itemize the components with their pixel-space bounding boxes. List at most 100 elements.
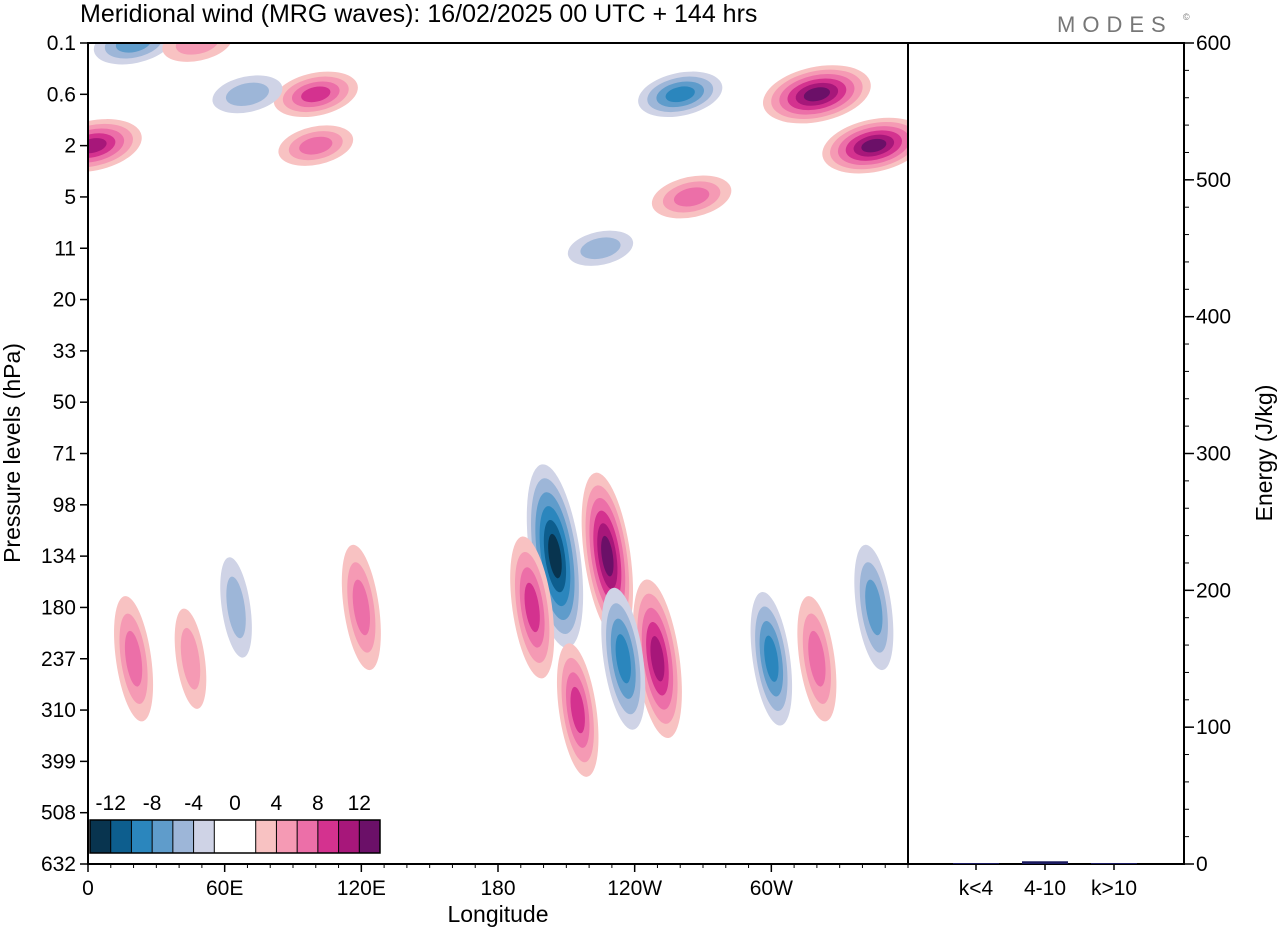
colorbar-label: 8 — [312, 792, 324, 815]
wind-anomaly — [88, 119, 142, 173]
y-tick-label: 98 — [53, 494, 76, 517]
colorbar-swatch — [297, 820, 319, 853]
x-tick-label: 0 — [82, 877, 94, 900]
y-tick-label: 632 — [41, 853, 76, 876]
contour-band — [299, 136, 333, 155]
colorbar-swatch — [110, 820, 132, 853]
y-tick-label: 5 — [64, 186, 76, 209]
y-tick-label: 50 — [53, 391, 76, 414]
energy-tick-label: 300 — [1196, 443, 1231, 466]
contour-band — [673, 187, 710, 207]
y-tick-label: 180 — [41, 596, 76, 619]
wind-anomaly — [854, 544, 894, 671]
chart-title: Meridional wind (MRG waves): 16/02/2025 … — [80, 0, 757, 28]
y-tick-label: 0.1 — [47, 32, 76, 55]
contour-band — [570, 686, 585, 734]
wind-anomaly — [278, 125, 354, 166]
contour-band — [548, 533, 562, 579]
wind-anomaly — [273, 71, 358, 118]
y-axis: 0.1 0.6 2 5 11 20 33 50 71 98 134 180 237 310 399 508 63… — [41, 32, 88, 876]
y-tick-label: 399 — [41, 750, 76, 773]
y-tick-label: 310 — [41, 699, 76, 722]
x-tick-label: 60E — [206, 877, 243, 900]
energy-tick-label: 600 — [1196, 32, 1231, 55]
wind-anomaly — [638, 71, 723, 118]
colorbar-swatch — [90, 820, 112, 853]
colorbar-label: -12 — [96, 792, 126, 815]
energy-bar — [1022, 861, 1068, 864]
contour-band — [180, 627, 201, 690]
colorbar-swatch — [359, 820, 381, 853]
wind-anomaly — [651, 175, 732, 219]
y-tick-label: 11 — [54, 237, 76, 260]
colorbar-swatch — [131, 820, 153, 853]
energy-bars: k<4 4-10 k>10 — [953, 861, 1137, 900]
contour-band — [580, 237, 621, 260]
x-axis: 0 60E 120E 180 120W 60W — [82, 864, 909, 900]
x-tick-label: 60W — [750, 877, 793, 900]
logo-mark: © — [1183, 12, 1190, 22]
contour-band — [861, 138, 887, 153]
y-tick-label: 33 — [53, 340, 76, 363]
wind-anomaly — [601, 587, 646, 730]
colorbar-frame — [89, 819, 381, 854]
wind-anomaly — [220, 557, 252, 658]
wind-anomaly — [212, 75, 283, 114]
x-axis-label: Longitude — [447, 901, 548, 927]
colorbar-swatch — [214, 820, 236, 853]
energy-tick-label: 0 — [1196, 853, 1208, 876]
y-tick-label: 0.6 — [47, 83, 76, 106]
contour-band — [601, 535, 614, 577]
colorbar-label: -4 — [184, 792, 203, 815]
contour-band — [162, 43, 233, 62]
energy-cat-label: k<4 — [959, 877, 994, 900]
energy-cat-label: 4-10 — [1024, 877, 1066, 900]
logo-text: MODES — [1057, 12, 1173, 37]
contour-band — [352, 579, 370, 636]
modes-logo: MODES © — [1057, 12, 1190, 37]
wind-anomaly — [632, 579, 682, 739]
y-tick-label: 2 — [64, 135, 76, 158]
contour-band — [301, 86, 331, 103]
wind-anomaly — [567, 230, 634, 266]
contour-band — [808, 630, 826, 687]
contour-band — [524, 582, 540, 633]
colorbar-label: 12 — [348, 792, 371, 815]
colorbar-swatch — [152, 820, 174, 853]
contour-band — [764, 635, 779, 682]
wind-anomaly — [174, 608, 207, 709]
colorbar-swatch — [193, 820, 215, 853]
y-tick-label: 237 — [41, 648, 76, 671]
wind-anomaly — [797, 596, 837, 722]
colorbar-swatch — [276, 820, 298, 853]
wind-anomaly — [162, 43, 233, 62]
wind-anomaly — [556, 643, 599, 777]
wind-anomaly — [822, 117, 908, 174]
energy-cat-label: k>10 — [1091, 877, 1137, 900]
colorbar-label: -8 — [143, 792, 162, 815]
colorbar-swatch — [172, 820, 195, 853]
contour-band — [665, 86, 695, 103]
colorbar-swatch — [338, 820, 360, 853]
energy-bar — [953, 863, 999, 864]
colorbar-label: 0 — [229, 792, 241, 815]
contour-band — [615, 634, 631, 684]
heatmap-frame — [87, 42, 909, 865]
colorbar-swatch — [317, 820, 340, 853]
colorbar-swatch — [235, 820, 257, 853]
x-tick-label: 120E — [337, 877, 386, 900]
energy-tick-label: 100 — [1196, 716, 1231, 739]
contour-band — [225, 82, 269, 106]
energy-bar — [1091, 863, 1137, 864]
y-axis-label: Pressure levels (hPa) — [0, 343, 25, 563]
contour-band — [124, 630, 143, 687]
wind-anomaly — [510, 536, 555, 679]
contour-band — [865, 579, 883, 636]
wind-anomaly — [114, 596, 154, 722]
contour-band — [88, 138, 107, 154]
y-tick-label: 20 — [53, 289, 76, 312]
colorbar-swatch — [255, 820, 277, 853]
energy-axis: 0 100 200 300 400 500 600 — [1184, 32, 1231, 876]
wind-anomaly — [762, 65, 871, 124]
